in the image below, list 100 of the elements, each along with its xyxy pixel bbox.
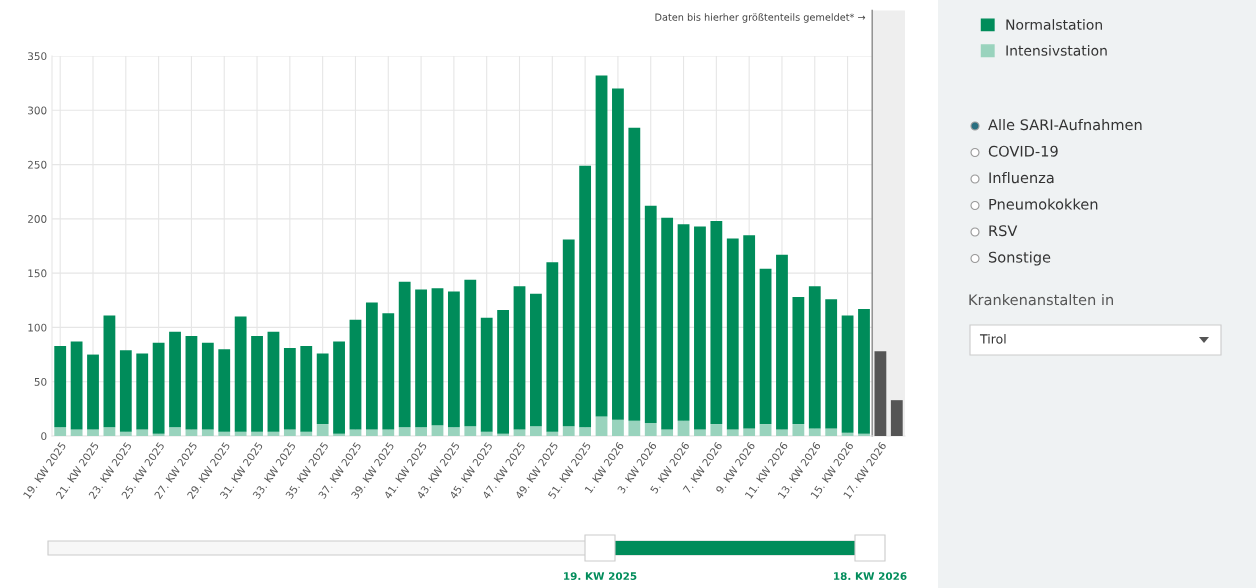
bar xyxy=(365,302,378,430)
y-tick-label: 100 xyxy=(28,323,47,332)
bar xyxy=(283,429,296,436)
bar xyxy=(710,424,723,436)
bar xyxy=(759,268,772,425)
bar xyxy=(464,279,477,427)
y-tick-label: 300 xyxy=(28,106,47,115)
bar xyxy=(743,235,756,429)
bar xyxy=(447,291,460,428)
bar xyxy=(431,425,444,436)
bar xyxy=(628,420,641,436)
bar xyxy=(792,297,805,425)
bar xyxy=(398,281,411,428)
bar xyxy=(579,165,592,428)
bar xyxy=(694,429,706,436)
text: Sonstige xyxy=(988,251,1051,266)
bar xyxy=(54,427,67,436)
bar xyxy=(497,310,510,434)
bar xyxy=(415,427,427,436)
bar xyxy=(349,429,362,436)
bar xyxy=(776,254,788,430)
y-tick-label: 50 xyxy=(34,377,47,386)
text: Pneumokokken xyxy=(989,198,1098,210)
bar xyxy=(874,351,887,436)
bar xyxy=(530,293,542,427)
bar xyxy=(726,429,739,436)
bar xyxy=(480,317,493,432)
bar xyxy=(546,431,559,436)
bar xyxy=(87,429,99,436)
bar xyxy=(415,289,427,428)
bar xyxy=(808,428,821,436)
bar xyxy=(333,341,345,434)
bar xyxy=(710,221,723,425)
text: 18. KW 2026 xyxy=(834,572,907,581)
bar xyxy=(218,431,231,436)
bar xyxy=(464,426,477,436)
bar xyxy=(644,205,657,423)
bar xyxy=(234,316,247,432)
bar xyxy=(201,342,214,430)
bar xyxy=(316,353,329,425)
text: Influenza xyxy=(989,171,1054,184)
bar xyxy=(792,424,805,436)
bar xyxy=(612,419,624,436)
bar xyxy=(185,429,198,436)
bar xyxy=(546,262,559,432)
bar xyxy=(841,315,854,433)
bar xyxy=(661,217,674,430)
bar xyxy=(283,348,296,430)
text: Alle SARI-Aufnahmen xyxy=(988,118,1142,131)
bar xyxy=(776,429,788,436)
y-tick-label: 0 xyxy=(41,432,47,441)
bar xyxy=(70,429,83,436)
bar xyxy=(644,422,657,436)
bar xyxy=(858,308,870,434)
y-tick-label: 350 xyxy=(28,52,47,61)
bar xyxy=(677,420,690,436)
bar xyxy=(743,428,756,436)
bar xyxy=(612,88,624,420)
bar xyxy=(54,345,67,428)
bar xyxy=(185,336,198,430)
bar xyxy=(251,431,263,436)
bar xyxy=(300,431,313,436)
bar xyxy=(136,429,149,436)
bar xyxy=(661,429,674,436)
bar xyxy=(628,127,641,421)
bar xyxy=(726,238,739,430)
bar xyxy=(349,319,362,430)
bar xyxy=(103,427,116,436)
bar xyxy=(316,424,329,436)
legend-label: Normalstation xyxy=(1006,19,1102,30)
bar xyxy=(234,431,247,436)
text: Daten bis hierher größtenteils gemeldet* → xyxy=(655,13,866,23)
bar xyxy=(218,349,231,432)
bar xyxy=(595,416,608,436)
bar xyxy=(562,239,575,427)
bar xyxy=(759,424,772,436)
bar xyxy=(694,226,706,430)
text: COVID-19 xyxy=(988,145,1058,157)
bar xyxy=(398,427,411,436)
bar xyxy=(808,286,821,429)
bar xyxy=(497,433,510,436)
bar xyxy=(890,400,903,436)
bar xyxy=(103,315,116,428)
y-tick-label: 250 xyxy=(28,160,47,169)
bar xyxy=(382,429,395,436)
bar xyxy=(579,427,592,436)
text: Tirol xyxy=(979,333,1006,344)
bar xyxy=(251,336,263,432)
bar xyxy=(677,224,690,421)
bar xyxy=(70,341,83,430)
bar xyxy=(119,350,132,432)
bar xyxy=(136,353,149,430)
bar xyxy=(513,286,526,430)
text: RSV xyxy=(989,225,1018,237)
y-tick-label: 150 xyxy=(28,269,47,278)
bar xyxy=(201,429,214,436)
bar xyxy=(87,354,99,430)
y-tick-label: 200 xyxy=(28,215,47,223)
bar xyxy=(152,433,165,436)
bar xyxy=(152,342,165,434)
